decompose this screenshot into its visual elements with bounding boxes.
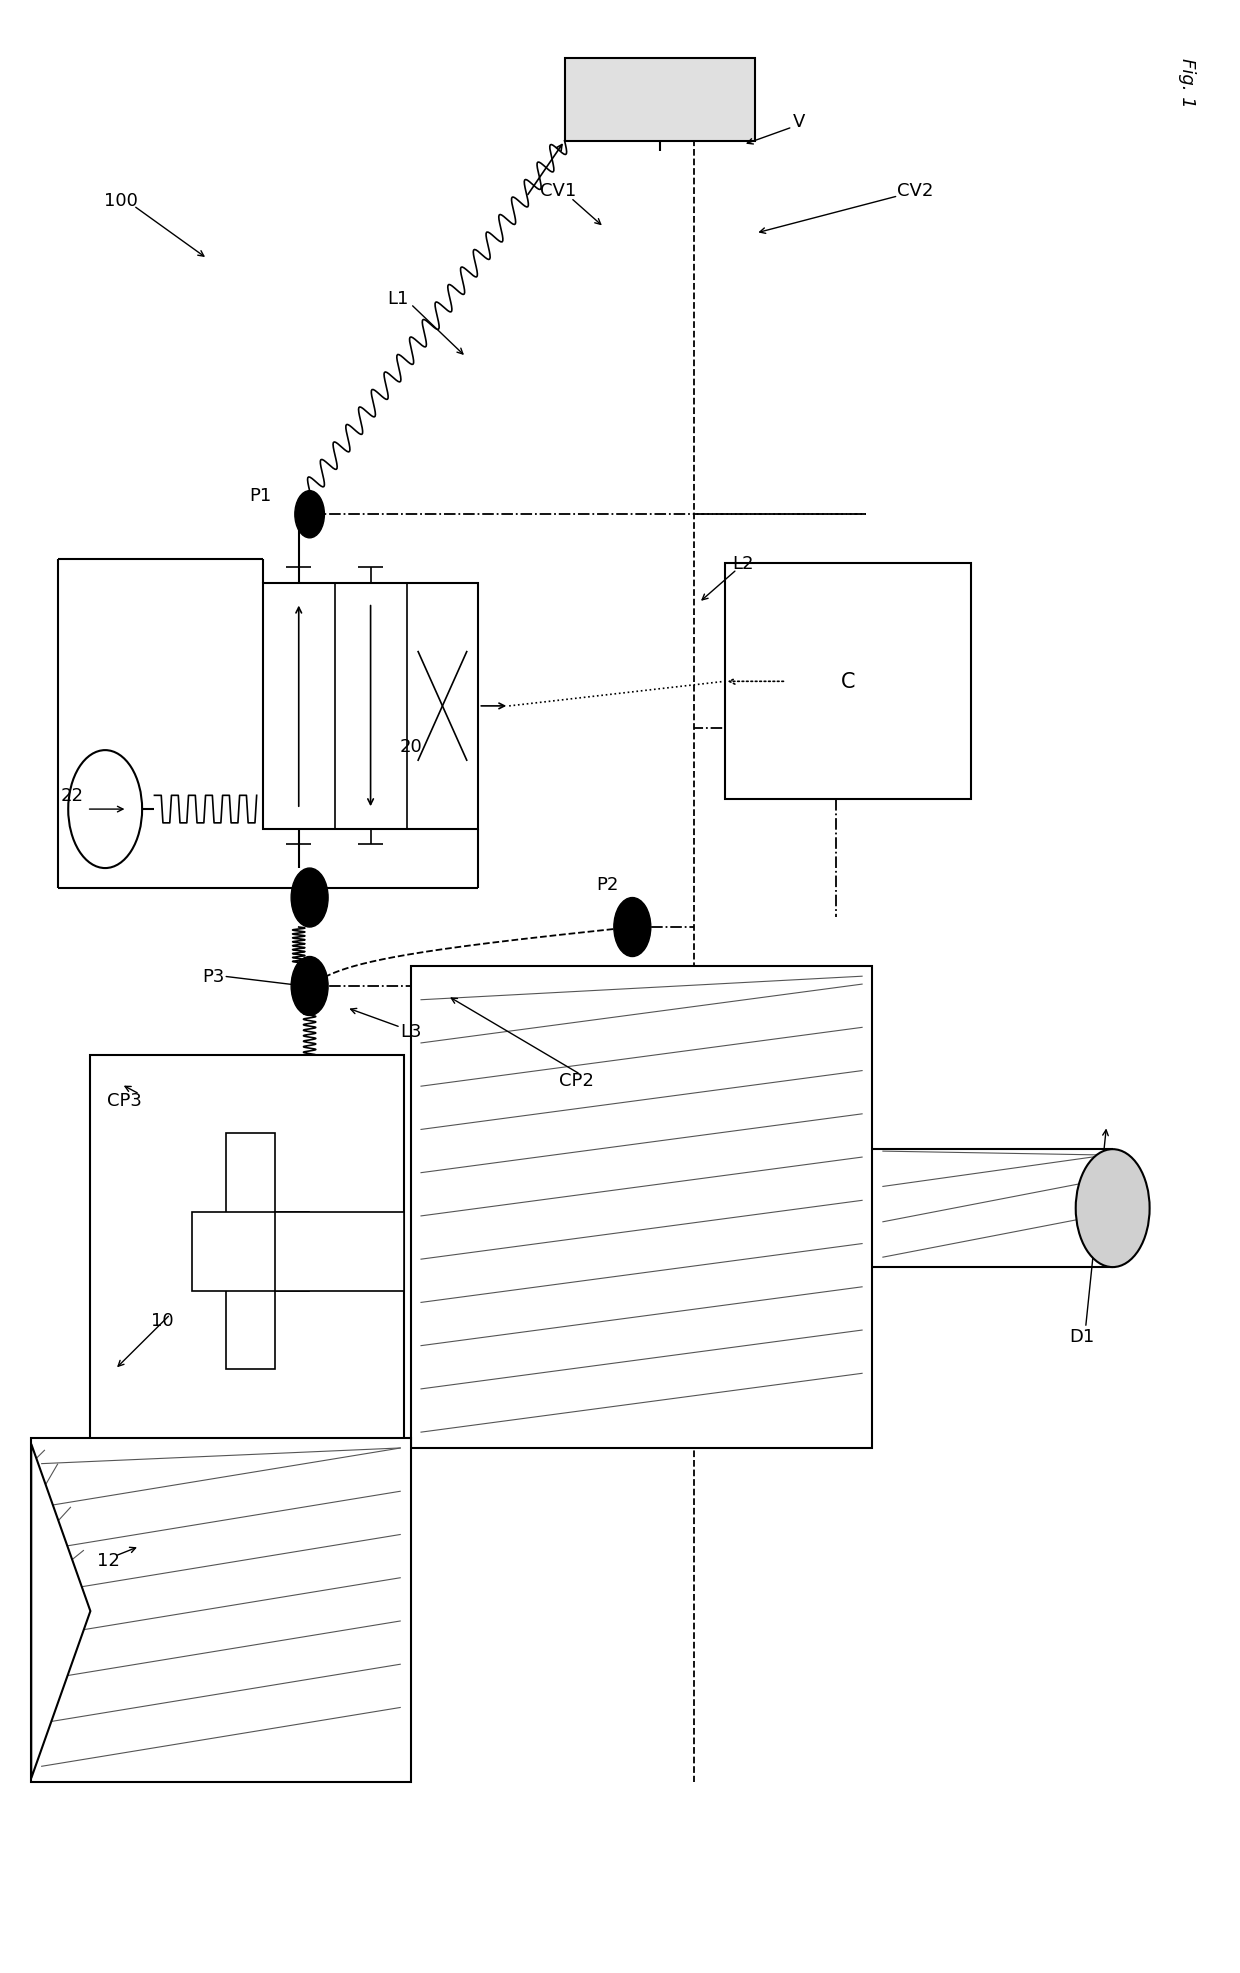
Circle shape: [295, 491, 325, 539]
Text: 20: 20: [399, 738, 422, 756]
Circle shape: [1076, 1150, 1149, 1267]
Bar: [410, 967, 873, 1448]
Text: L1: L1: [388, 290, 409, 308]
Bar: [724, 564, 971, 799]
Bar: [192, 1213, 309, 1290]
Text: 12: 12: [98, 1551, 120, 1569]
Text: V: V: [792, 112, 805, 130]
Text: CP2: CP2: [559, 1071, 594, 1089]
Circle shape: [291, 957, 329, 1016]
Text: D1: D1: [1069, 1328, 1095, 1346]
Text: 22: 22: [61, 787, 83, 805]
Bar: [31, 1438, 410, 1782]
Bar: [263, 584, 479, 829]
Text: Fig. 1: Fig. 1: [1178, 57, 1195, 109]
Text: C: C: [841, 673, 856, 693]
Text: P1: P1: [249, 485, 272, 505]
Text: CV2: CV2: [898, 182, 934, 199]
Bar: [91, 1056, 404, 1448]
Bar: [564, 59, 755, 142]
Text: L2: L2: [733, 554, 754, 572]
Polygon shape: [31, 1444, 91, 1778]
Text: P2: P2: [596, 876, 619, 894]
Bar: [275, 1213, 404, 1290]
Bar: [226, 1134, 275, 1369]
Text: 10: 10: [150, 1312, 174, 1330]
Circle shape: [291, 868, 329, 927]
Text: L3: L3: [399, 1022, 422, 1040]
Text: CV1: CV1: [541, 182, 577, 199]
Circle shape: [614, 898, 651, 957]
Text: 100: 100: [104, 191, 138, 209]
Text: P3: P3: [202, 967, 224, 986]
Text: CP3: CP3: [108, 1091, 143, 1109]
